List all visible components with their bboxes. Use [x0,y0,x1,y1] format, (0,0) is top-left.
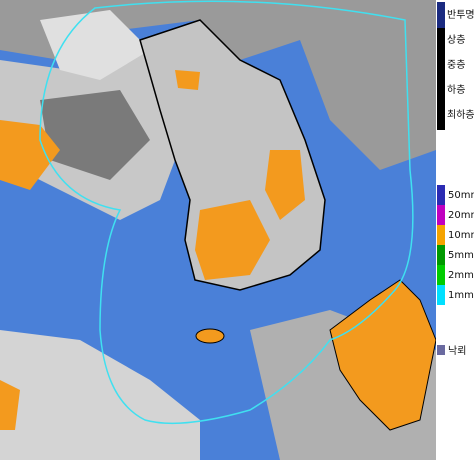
cloud-mid [0,0,436,170]
rain-label: 50mm [448,190,474,201]
cloud-thin [40,10,150,80]
radar-coverage [39,0,414,425]
rain-label: 20mm [448,210,474,221]
cloud-label: 상층 [447,34,465,46]
map [0,0,437,460]
rain-swatch [437,265,445,285]
cloud-bar [437,2,445,130]
rain-label: 2mm [448,270,474,281]
rain-west [0,120,60,190]
lightning-label: 낙뢰 [448,345,466,357]
rain-southwest-corner [0,380,20,430]
rain-swatch [437,205,445,225]
cloud-label: 중층 [447,59,465,71]
cloud-south [0,330,200,460]
jeju [195,328,225,344]
rain-label: 10mm [448,230,474,241]
rain-swatch [437,225,445,245]
lightning-swatch [437,345,445,355]
cloud-low [40,90,150,180]
cloud-label: 반투명 [447,9,474,21]
rain-label: 1mm [448,290,474,301]
rain-north [175,70,200,90]
rain-southwest [195,200,270,280]
rain-east [265,150,305,220]
cloud-label: 최하층 [447,108,474,121]
rain-swatch [437,245,445,265]
rain-label: 5mm [448,250,474,261]
cloud-swatch [437,2,445,28]
cloud-label: 하층 [447,83,465,96]
rain-swatch [437,185,445,205]
kyushu [329,279,437,431]
rain-swatch [437,285,445,305]
